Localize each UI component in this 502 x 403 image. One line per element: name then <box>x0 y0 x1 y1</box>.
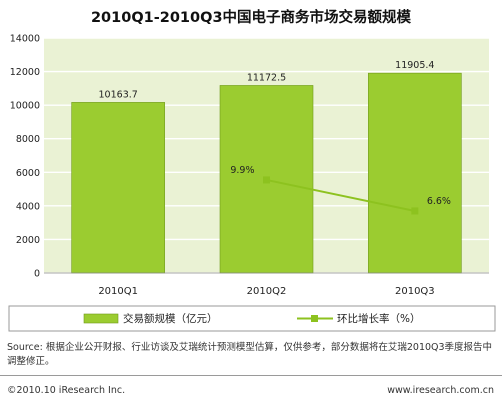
y-tick-label: 4000 <box>16 201 40 212</box>
bars: 10163.7 11172.5 11905.4 <box>71 60 462 274</box>
bar <box>71 102 165 274</box>
growth-point <box>411 207 419 215</box>
legend-line-label: 环比增长率（%） <box>337 312 420 325</box>
x-tick-label: 2010Q3 <box>395 286 435 297</box>
y-tick-label: 12000 <box>10 67 40 78</box>
website: www.iresearch.com.cn <box>387 385 494 396</box>
legend: 交易额规模（亿元） 环比增长率（%） <box>8 305 496 332</box>
legend-bar-label: 交易额规模（亿元） <box>123 312 218 325</box>
growth-value-label: 6.6% <box>427 196 451 207</box>
legend-bar-swatch <box>83 313 119 324</box>
y-tick-label: 8000 <box>16 134 40 145</box>
y-tick-label: 10000 <box>10 101 40 112</box>
y-tick-label: 14000 <box>10 34 40 45</box>
y-axis-ticks: 0 2000 4000 6000 8000 10000 12000 14000 <box>10 34 40 280</box>
bar-value-label: 11905.4 <box>395 60 434 71</box>
growth-value-label: 9.9% <box>230 165 254 176</box>
growth-rate-line: 9.9% 6.6% <box>230 165 451 215</box>
x-tick-label: 2010Q1 <box>98 286 138 297</box>
footer-divider <box>0 375 502 376</box>
bar-value-label: 10163.7 <box>99 89 138 100</box>
source-note: Source: 根据企业公开财报、行业访谈及艾瑞统计预测模型估算，仅供参考，部分… <box>7 342 493 367</box>
bar <box>368 72 462 274</box>
bar-value-label: 11172.5 <box>247 72 286 83</box>
chart-title: 2010Q1-2010Q3中国电子商务市场交易额规模 <box>90 10 412 26</box>
copyright: ©2010.10 iResearch Inc. <box>7 385 126 396</box>
x-tick-label: 2010Q2 <box>247 286 287 297</box>
legend-line-marker <box>311 315 318 322</box>
growth-line <box>266 178 416 212</box>
x-axis-ticks: 2010Q1 2010Q2 2010Q3 <box>44 272 489 297</box>
growth-point <box>263 176 270 184</box>
legend-box <box>8 305 496 332</box>
y-tick-label: 2000 <box>16 235 40 246</box>
y-tick-label: 6000 <box>16 168 40 179</box>
y-tick-label: 0 <box>34 269 40 280</box>
